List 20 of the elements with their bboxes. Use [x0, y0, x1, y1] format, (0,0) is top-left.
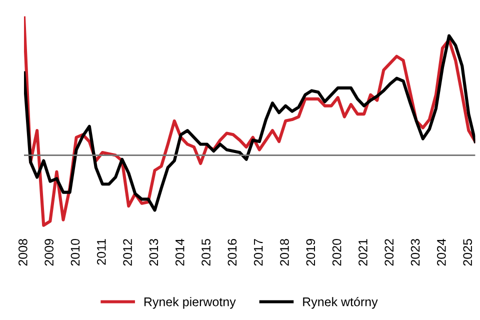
- x-tick-label: 2022: [384, 239, 394, 266]
- x-tick-label: 2009: [44, 239, 54, 266]
- x-tick-label: 2020: [332, 238, 342, 266]
- x-tick-label: 2016: [228, 239, 237, 266]
- x-tick-label: 2019: [306, 239, 316, 266]
- x-tick-label: 2012: [123, 239, 132, 266]
- x-tick-label: 2015: [202, 238, 210, 266]
- x-tick-label: 2010: [70, 238, 80, 266]
- x-tick-label: 2011: [96, 239, 106, 265]
- legend-label: Rynek wtórny: [303, 296, 378, 309]
- x-tick-label: 2013: [149, 239, 158, 266]
- x-tick-label: 2021: [358, 239, 368, 266]
- x-tick-label: 2024: [437, 238, 446, 266]
- x-tick-label: 2017: [254, 239, 263, 266]
- x-tick-label: 2023: [410, 239, 420, 266]
- legend-label: Rynek pierwotny: [144, 297, 236, 309]
- x-tick-label: 2014: [175, 238, 184, 266]
- x-tick-label: 2008: [18, 239, 28, 266]
- x-tick-label: 2025: [463, 238, 472, 266]
- x-tick-label: 2018: [280, 239, 289, 266]
